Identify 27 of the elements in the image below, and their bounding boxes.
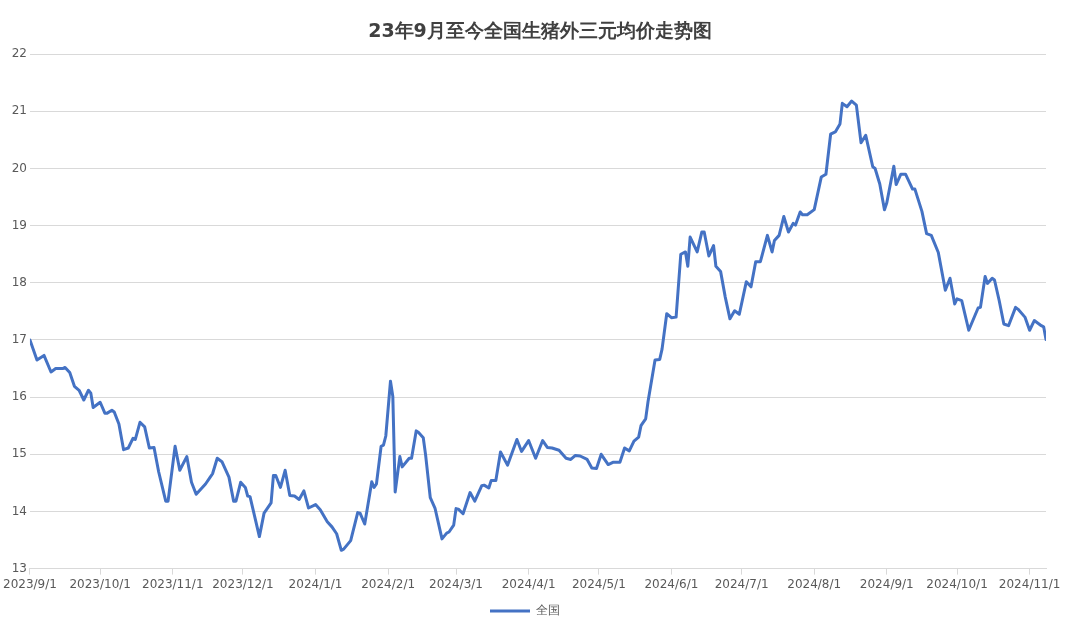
x-tick-label: 2023/9/1 xyxy=(2,576,57,591)
y-tick-label: 21 xyxy=(11,103,27,118)
y-tick-label: 18 xyxy=(11,274,27,289)
chart-title: 23年9月至今全国生猪外三元均价走势图 xyxy=(367,18,713,43)
legend-label: 全国 xyxy=(536,603,560,618)
y-tick-label: 16 xyxy=(11,389,27,404)
x-tick-label: 2023/12/1 xyxy=(212,576,274,591)
y-tick-label: 13 xyxy=(11,560,27,575)
x-tick-label: 2023/10/1 xyxy=(69,576,131,591)
x-tick-label: 2024/4/1 xyxy=(501,576,556,591)
x-tick-label: 2024/10/1 xyxy=(926,576,988,591)
y-tick-label: 17 xyxy=(11,332,27,347)
y-tick-label: 15 xyxy=(11,446,27,461)
y-tick-label: 14 xyxy=(11,503,27,518)
x-tick-label: 2024/11/1 xyxy=(998,576,1061,591)
x-tick-label: 2024/6/1 xyxy=(644,576,699,591)
x-tick-label: 2023/11/1 xyxy=(141,576,204,591)
x-tick-label: 2024/7/1 xyxy=(714,576,769,591)
y-tick-label: 22 xyxy=(11,46,27,61)
y-tick-label: 20 xyxy=(11,160,27,175)
x-tick-label: 2024/9/1 xyxy=(859,576,914,591)
x-tick-label: 2024/8/1 xyxy=(787,576,842,591)
x-tick-label: 2024/3/1 xyxy=(429,576,483,591)
x-tick-label: 2024/1/1 xyxy=(288,576,343,591)
y-tick-label: 19 xyxy=(11,217,27,232)
x-tick-label: 2024/5/1 xyxy=(571,576,626,591)
x-tick-label: 2024/2/1 xyxy=(361,576,416,591)
